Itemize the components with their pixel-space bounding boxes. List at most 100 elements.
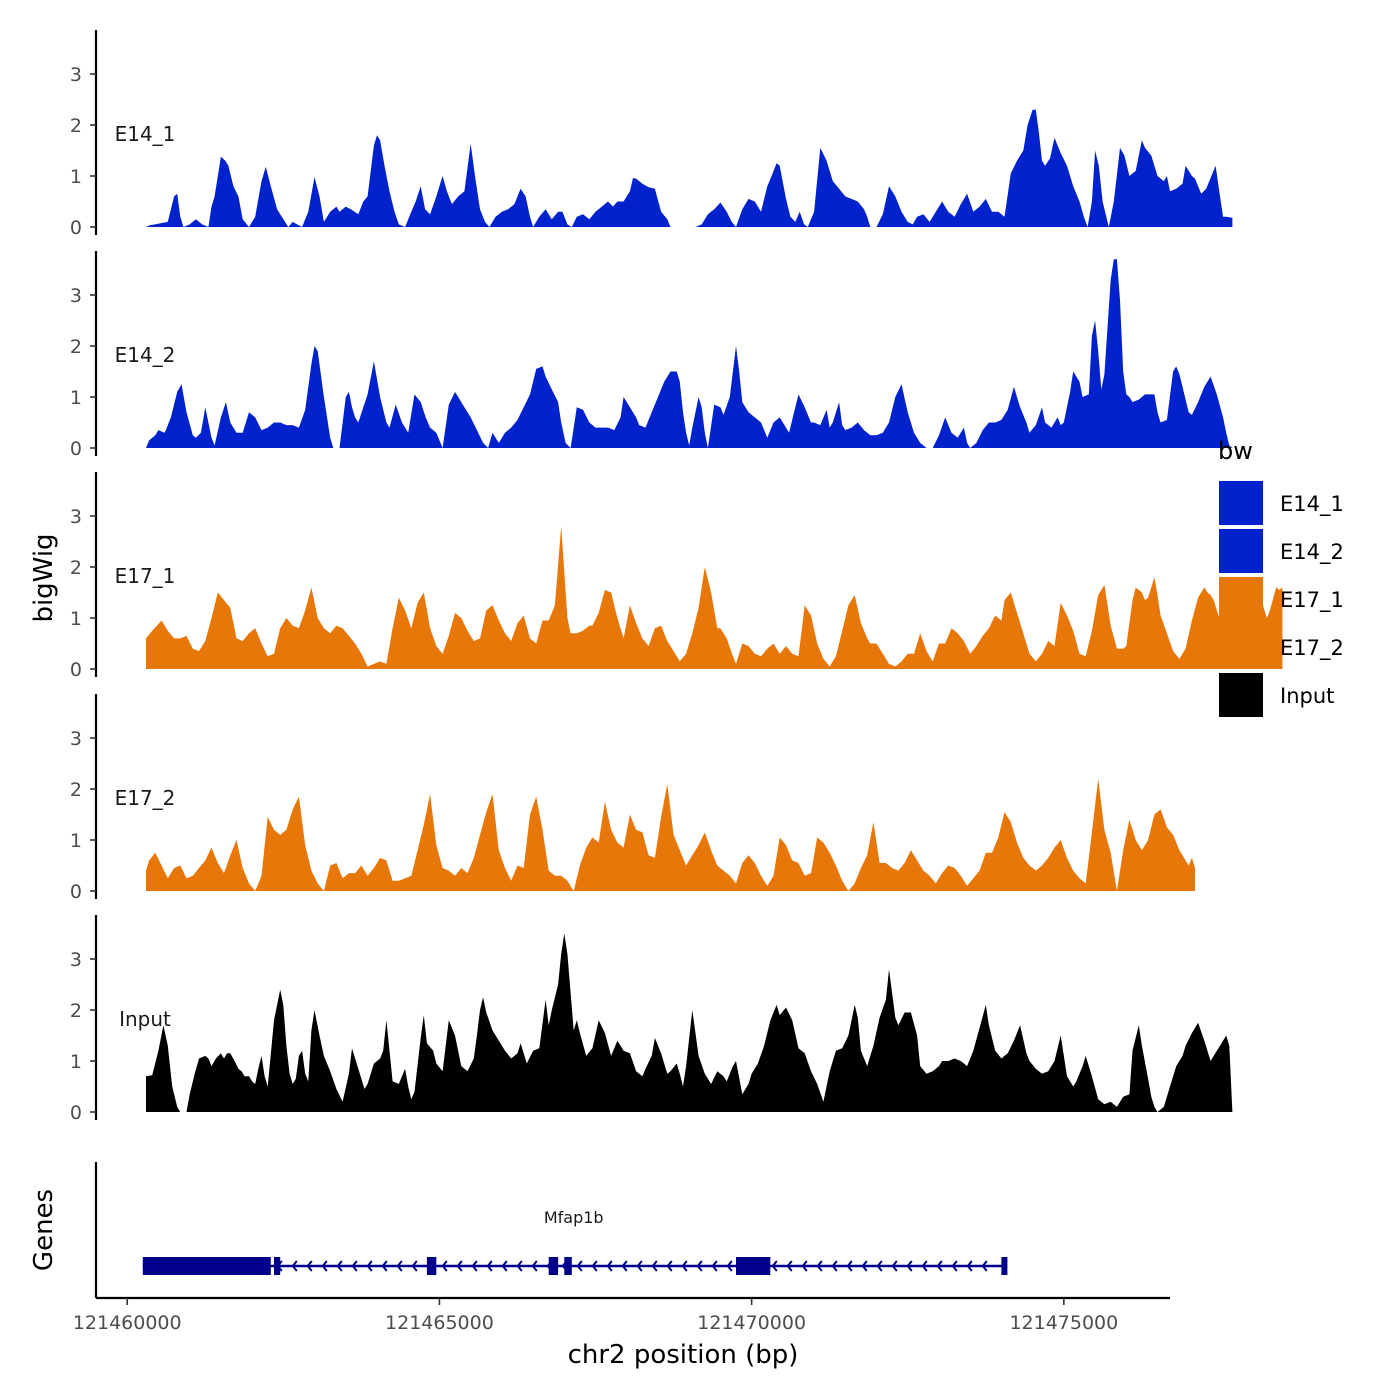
strand-arrow <box>486 1260 493 1272</box>
strand-arrow <box>471 1260 478 1272</box>
legend-label: E17_2 <box>1280 636 1344 661</box>
y-axis-title: bigWig <box>29 533 59 622</box>
strand-arrow <box>666 1260 673 1272</box>
legend-item: E17_2 <box>1219 625 1344 669</box>
legend-label: E17_1 <box>1280 588 1344 613</box>
y-tick-label: 2 <box>70 115 82 137</box>
y-tick-label: 3 <box>70 64 82 86</box>
legend-title: bw <box>1218 437 1253 465</box>
legend-item: E14_1 <box>1219 481 1344 525</box>
tracks-layer: 0 1 2 3 E14_1 0 1 2 3 E14_2 0 1 2 3 E17_1 0 1 2 3 E17_2 0 1 2 3… <box>70 30 1283 1124</box>
legend-label: Input <box>1280 684 1334 708</box>
x-tick-label: 121475000 <box>1009 1312 1118 1334</box>
genes-panel-title: Genes <box>29 1189 59 1271</box>
legend-item: Input <box>1219 673 1334 717</box>
strand-arrow <box>606 1260 613 1272</box>
strand-arrow <box>336 1260 343 1272</box>
gene-exon <box>1001 1257 1008 1275</box>
gene-exon <box>736 1257 771 1275</box>
strand-arrow <box>291 1260 298 1272</box>
track-e17-1: 0 1 2 3 E17_1 <box>70 472 1283 681</box>
track-e14-1: 0 1 2 3 E14_1 <box>70 30 1233 239</box>
strand-arrow <box>786 1260 793 1272</box>
y-tick-label: 0 <box>70 659 82 681</box>
strand-arrow <box>816 1260 823 1272</box>
strand-arrow <box>591 1260 598 1272</box>
strand-arrow <box>456 1260 463 1272</box>
legend-swatch <box>1219 481 1263 525</box>
gene-exon <box>548 1257 559 1275</box>
track-label: Input <box>119 1007 171 1031</box>
legend-label: E14_1 <box>1280 492 1344 517</box>
y-tick-label: 3 <box>70 285 82 307</box>
y-tick-label: 2 <box>70 557 82 579</box>
strand-arrow <box>411 1260 418 1272</box>
y-tick-label: 0 <box>70 881 82 903</box>
coverage-area-input <box>146 933 1233 1112</box>
coverage-area-e14-1 <box>146 109 1233 227</box>
legend-item: E14_2 <box>1219 529 1344 573</box>
y-tick-label: 0 <box>70 217 82 239</box>
x-tick-label: 121465000 <box>385 1312 494 1334</box>
y-tick-label: 1 <box>70 166 82 188</box>
gene-exon <box>274 1257 281 1275</box>
strand-arrow <box>891 1260 898 1272</box>
strand-arrow <box>936 1260 943 1272</box>
strand-arrow <box>951 1260 958 1272</box>
x-axis-ticks: 121460000 121465000 121470000 121475000 <box>73 1298 1118 1334</box>
strand-arrow <box>771 1260 778 1272</box>
strand-arrow <box>396 1260 403 1272</box>
y-tick-label: 1 <box>70 608 82 630</box>
gene-model <box>142 1257 1008 1275</box>
y-tick-label: 2 <box>70 1000 82 1022</box>
track-label: E14_2 <box>115 343 176 367</box>
strand-arrow <box>501 1260 508 1272</box>
legend-swatch <box>1219 625 1263 669</box>
strand-arrow <box>846 1260 853 1272</box>
strand-arrow <box>576 1260 583 1272</box>
strand-arrow <box>306 1260 313 1272</box>
strand-arrow <box>441 1260 448 1272</box>
legend-item: E17_1 <box>1219 577 1344 621</box>
x-tick-label: 121460000 <box>73 1312 182 1334</box>
y-tick-label: 2 <box>70 779 82 801</box>
track-label: E17_2 <box>115 786 176 810</box>
y-tick-label: 1 <box>70 1051 82 1073</box>
strand-arrow <box>651 1260 658 1272</box>
strand-arrow <box>366 1260 373 1272</box>
y-tick-label: 3 <box>70 728 82 750</box>
legend: bw E14_1 E14_2 E17_1 E17_2 Input <box>1218 437 1344 717</box>
gene-exon <box>142 1257 271 1275</box>
track-label: E17_1 <box>115 564 176 588</box>
strand-arrow <box>861 1260 868 1272</box>
strand-arrow <box>351 1260 358 1272</box>
strand-arrow <box>636 1260 643 1272</box>
coverage-area-e17-1 <box>146 526 1283 669</box>
coverage-area-e14-2 <box>146 259 1233 448</box>
strand-arrow <box>681 1260 688 1272</box>
legend-swatch <box>1219 577 1263 621</box>
legend-swatch <box>1219 673 1263 717</box>
strand-arrow <box>921 1260 928 1272</box>
gene-exon <box>426 1257 437 1275</box>
track-input: 0 1 2 3 Input <box>70 915 1233 1124</box>
y-tick-label: 0 <box>70 438 82 460</box>
legend-label: E14_2 <box>1280 540 1344 565</box>
track-label: E14_1 <box>115 122 176 146</box>
strand-arrow <box>906 1260 913 1272</box>
legend-swatch <box>1219 529 1263 573</box>
strand-arrow <box>966 1260 973 1272</box>
track-e17-2: 0 1 2 3 E17_2 <box>70 694 1195 903</box>
x-tick-label: 121470000 <box>697 1312 806 1334</box>
strand-arrow <box>381 1260 388 1272</box>
strand-arrow <box>711 1260 718 1272</box>
y-tick-label: 2 <box>70 336 82 358</box>
track-e14-2: 0 1 2 3 E14_2 <box>70 251 1233 460</box>
gene-name-label: Mfap1b <box>544 1208 604 1227</box>
strand-arrow <box>801 1260 808 1272</box>
strand-arrow <box>831 1260 838 1272</box>
strand-arrow <box>321 1260 328 1272</box>
y-tick-label: 0 <box>70 1102 82 1124</box>
gene-exon <box>564 1257 572 1275</box>
